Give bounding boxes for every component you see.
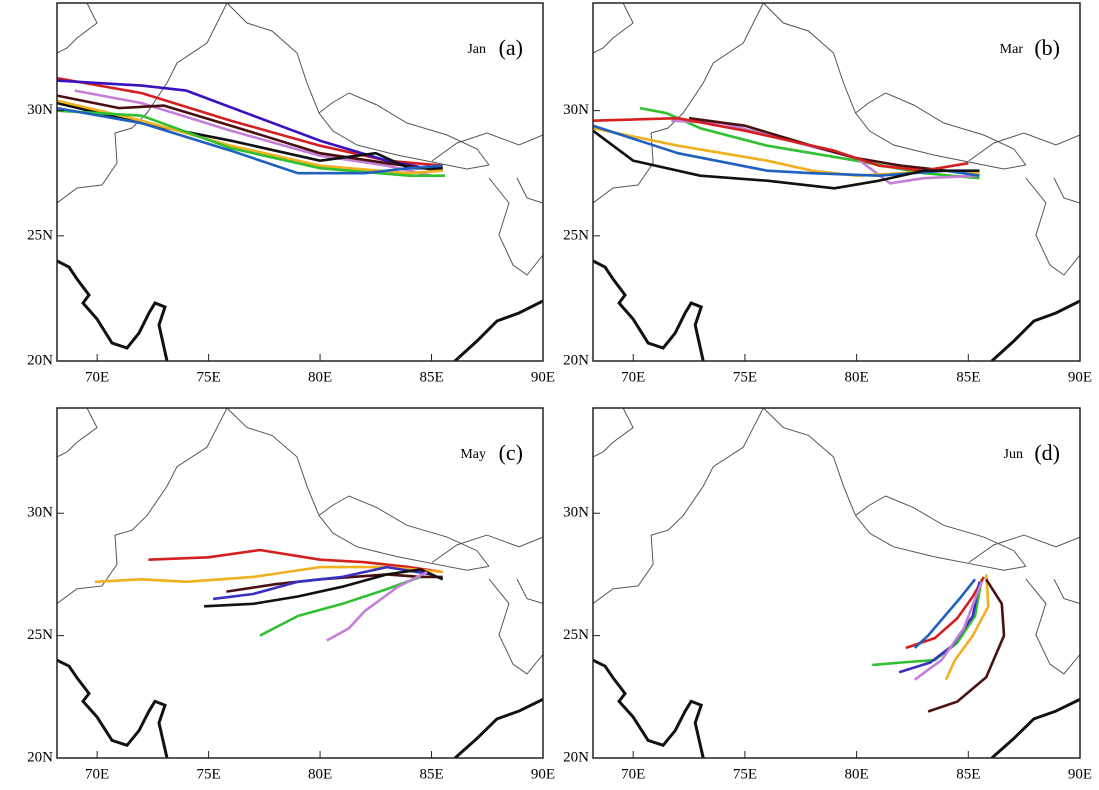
- x-tick-label: 80E: [308, 766, 332, 782]
- map-panel: 70E 75E 80E 85E 90E 20N 25N 30N May (c): [27, 407, 555, 782]
- x-tick-label: 80E: [845, 369, 869, 385]
- x-tick-label: 90E: [1068, 766, 1092, 782]
- y-tick-label: 20N: [27, 749, 53, 765]
- x-tick-label: 85E: [956, 369, 980, 385]
- panel-label: (b): [1034, 35, 1060, 60]
- trajectory: [913, 581, 983, 681]
- y-tick-label: 20N: [27, 352, 53, 368]
- trajectory: [593, 129, 980, 190]
- x-tick-label: 90E: [531, 369, 555, 385]
- panel-label: (d): [1034, 440, 1060, 465]
- map-frame: [56, 407, 544, 759]
- x-tick-label: 90E: [531, 766, 555, 782]
- panel-label: (c): [499, 440, 523, 465]
- y-tick-label: 20N: [563, 352, 589, 368]
- y-tick-label: 20N: [563, 749, 589, 765]
- y-tick-label: 30N: [563, 102, 589, 118]
- y-tick-label: 25N: [27, 627, 53, 643]
- month-label: Jan: [467, 42, 486, 57]
- trajectories: [94, 548, 444, 642]
- x-tick-label: 80E: [308, 369, 332, 385]
- month-label: May: [460, 447, 486, 462]
- x-tick-label: 75E: [733, 766, 757, 782]
- trajectories: [593, 106, 980, 190]
- trajectory: [57, 109, 445, 177]
- trajectory: [148, 548, 443, 574]
- trajectory: [259, 575, 421, 637]
- y-tick-label: 25N: [563, 227, 589, 243]
- trajectories: [57, 76, 445, 177]
- trajectory: [905, 576, 986, 650]
- trajectory: [226, 573, 443, 593]
- x-tick-label: 80E: [845, 766, 869, 782]
- trajectories: [872, 574, 1006, 713]
- map-panel: 70E 75E 80E 85E 90E 20N 25N 30N Mar (b): [563, 2, 1092, 385]
- y-tick-label: 30N: [27, 505, 53, 521]
- y-tick-label: 30N: [563, 505, 589, 521]
- trajectory: [74, 89, 432, 177]
- map-frame: [592, 2, 1081, 362]
- trajectory: [204, 568, 444, 608]
- month-label: Mar: [1000, 42, 1024, 57]
- trajectory: [927, 578, 1006, 713]
- trajectory: [57, 94, 443, 172]
- y-tick-label: 25N: [27, 227, 53, 243]
- x-tick-label: 70E: [621, 369, 645, 385]
- map-frame: [56, 2, 544, 362]
- x-tick-label: 75E: [733, 369, 757, 385]
- x-tick-label: 85E: [956, 766, 980, 782]
- map-panel: 70E 75E 80E 85E 90E 20N 25N 30N Jun (d): [563, 407, 1092, 782]
- map-frame: [592, 407, 1081, 759]
- month-label: Jun: [1004, 447, 1023, 462]
- x-tick-label: 70E: [85, 766, 109, 782]
- trajectory: [212, 565, 432, 601]
- x-tick-label: 70E: [621, 766, 645, 782]
- x-tick-label: 90E: [1068, 369, 1092, 385]
- x-tick-label: 85E: [419, 369, 443, 385]
- x-tick-label: 75E: [197, 766, 221, 782]
- y-tick-label: 30N: [27, 102, 53, 118]
- trajectory: [57, 99, 443, 175]
- trajectory: [326, 570, 428, 642]
- trajectory: [57, 79, 439, 172]
- x-tick-label: 85E: [419, 766, 443, 782]
- x-tick-label: 75E: [197, 369, 221, 385]
- x-tick-label: 70E: [85, 369, 109, 385]
- map-panel: 70E 75E 80E 85E 90E 20N 25N 30N Jan (a): [27, 2, 555, 385]
- trajectory: [944, 574, 990, 681]
- trajectory: [57, 106, 443, 175]
- panel-label: (a): [499, 35, 523, 60]
- y-tick-label: 25N: [563, 627, 589, 643]
- trajectory: [913, 578, 977, 649]
